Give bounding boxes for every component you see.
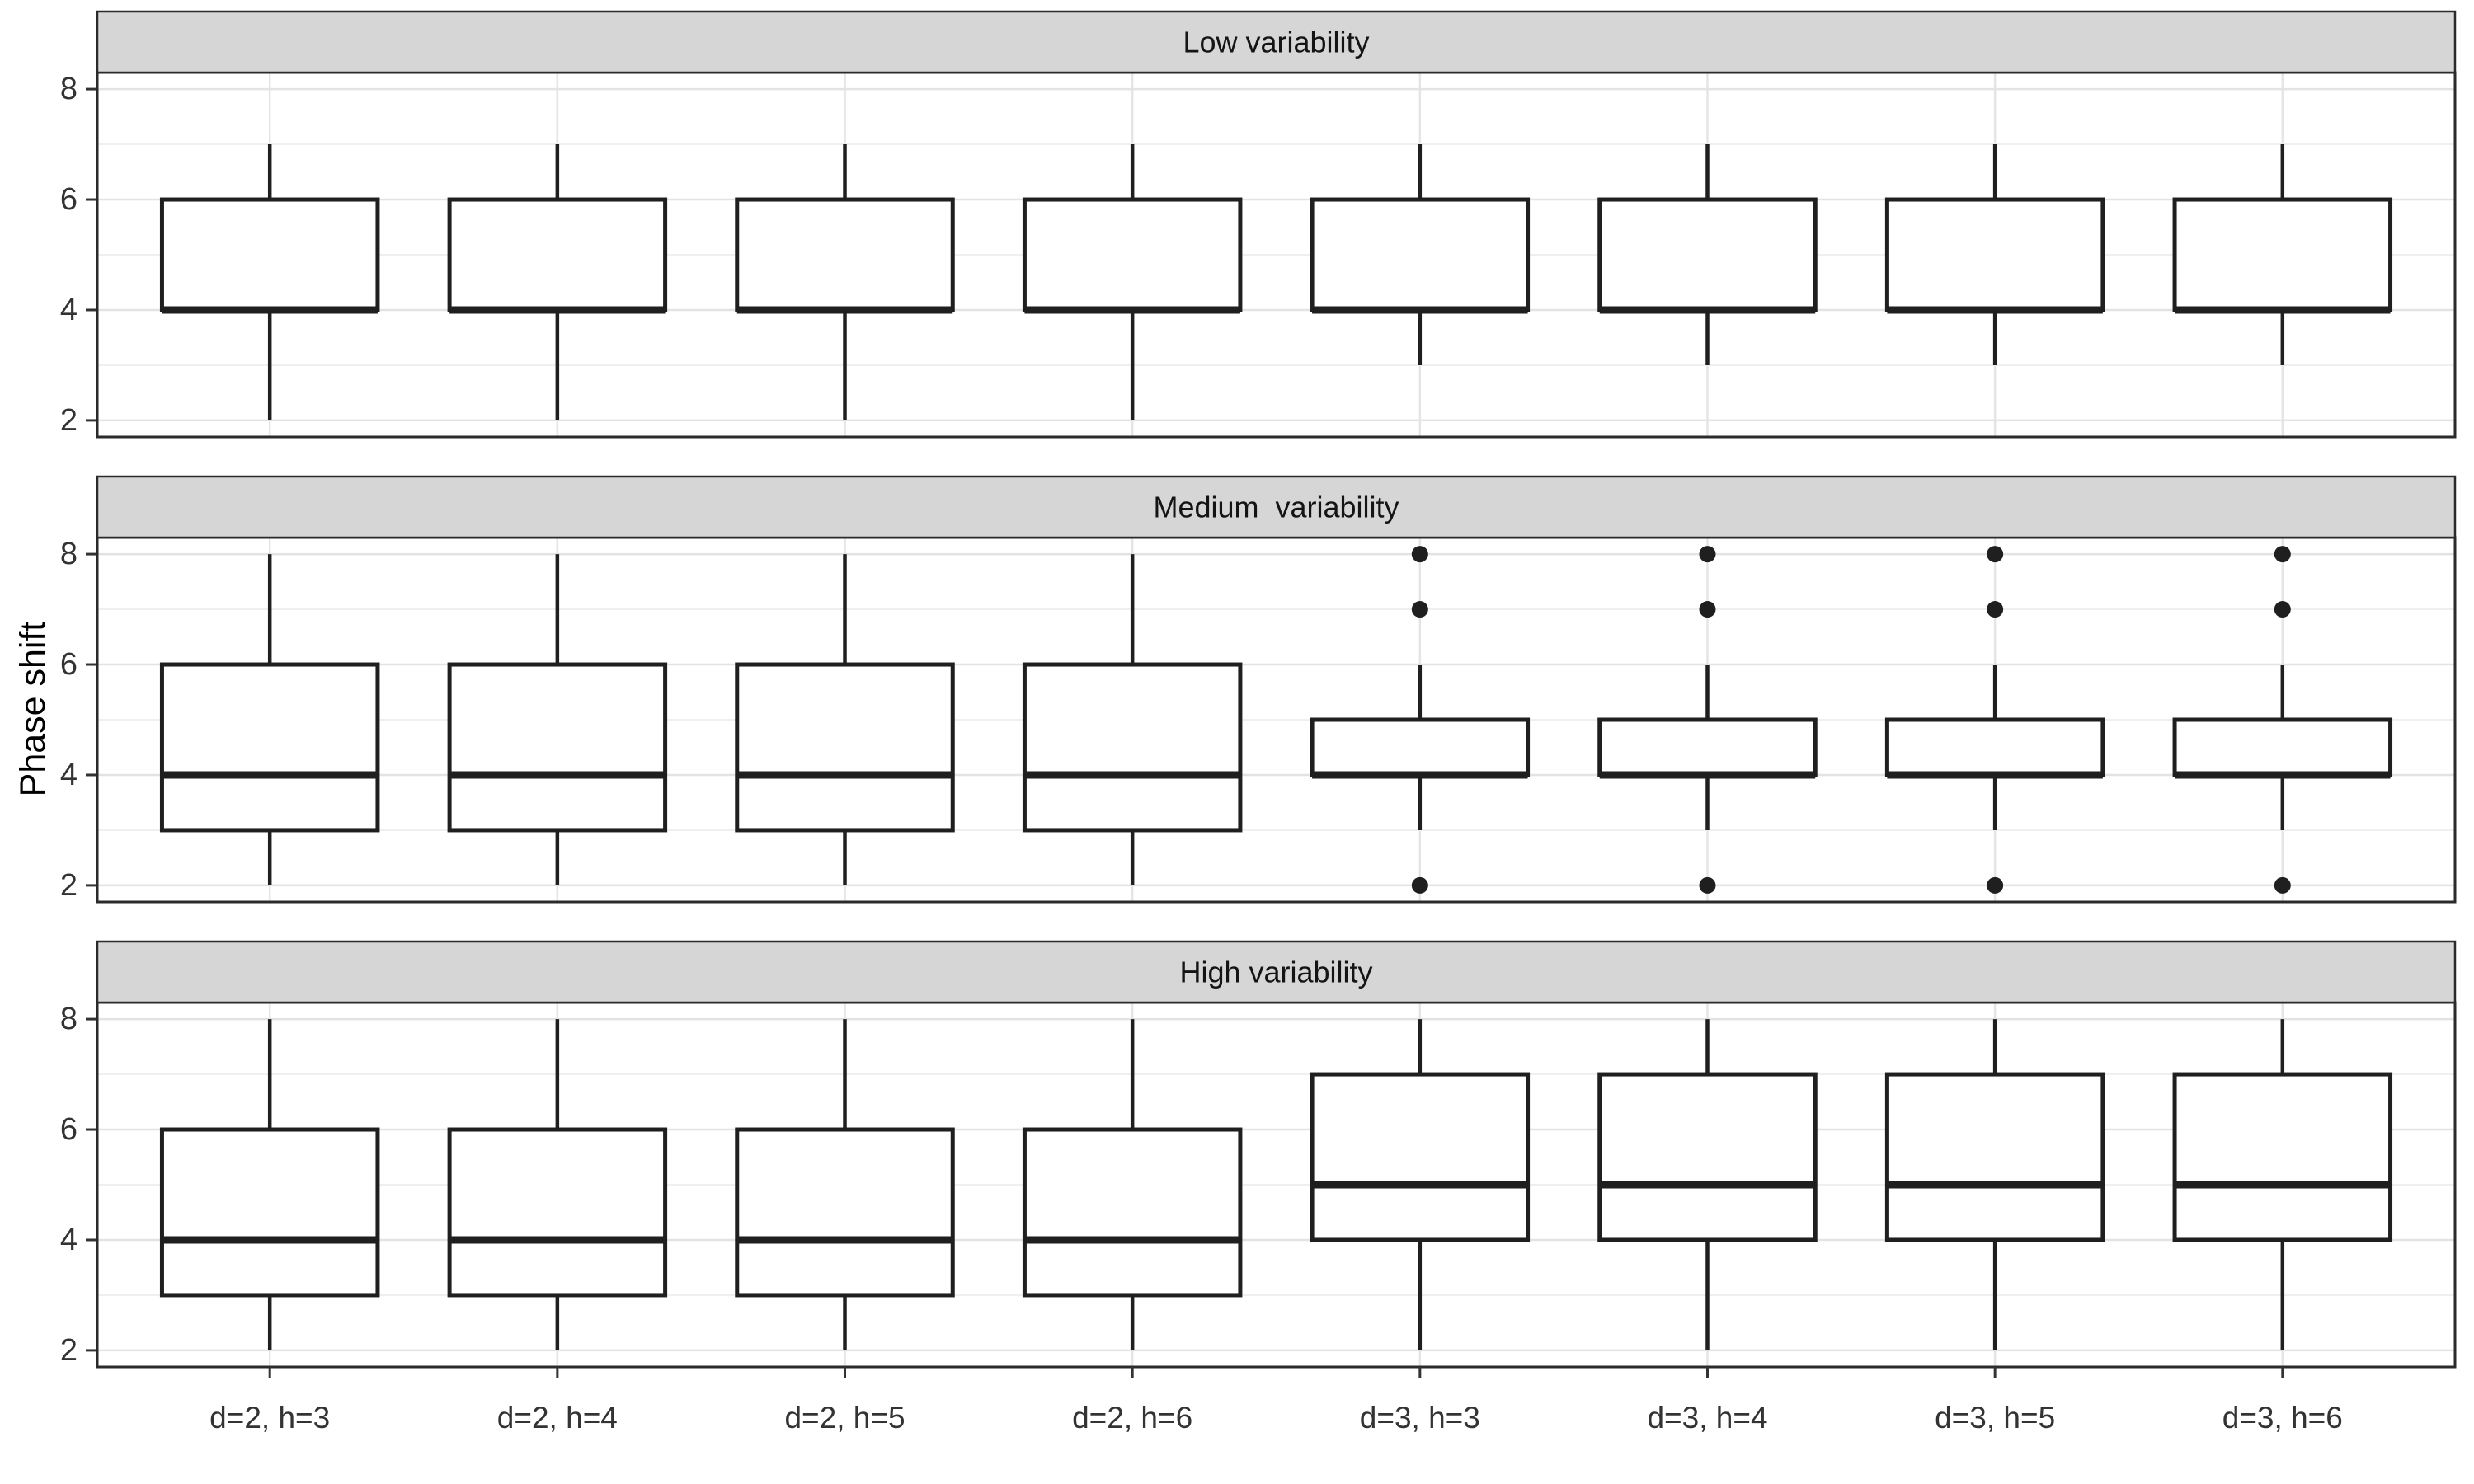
- outlier-point: [2274, 876, 2291, 894]
- y-tick-label: 4: [60, 293, 78, 327]
- iqr-box: [2172, 197, 2393, 312]
- boxplot-d-2-h-4: [447, 1019, 668, 1350]
- iqr-box: [159, 1127, 380, 1298]
- boxplot-d-2-h-4: [447, 554, 668, 885]
- y-tick-label: 6: [60, 1112, 78, 1147]
- boxplot-d-3-h-4: [1597, 1019, 1818, 1350]
- y-tick-label: 4: [60, 1223, 78, 1257]
- outlier-point: [1987, 546, 2004, 563]
- facet-strip: [96, 475, 2457, 539]
- boxplot-d-3-h-6: [2172, 546, 2393, 894]
- iqr-box: [2172, 717, 2393, 777]
- y-tick-label: 2: [60, 1333, 78, 1368]
- x-tick-label: d=2, h=6: [1072, 1401, 1192, 1435]
- outlier-point: [1411, 876, 1428, 894]
- iqr-box: [735, 662, 955, 833]
- boxplot-d-3-h-3: [1310, 144, 1531, 365]
- x-tick-label: d=3, h=5: [1935, 1401, 2055, 1435]
- boxplot-d-2-h-6: [1022, 554, 1243, 885]
- facet-panel-2: 2 4 6 8 Medium variability: [60, 475, 2457, 904]
- facet-strip-title: Low variability: [1183, 26, 1369, 59]
- facet-panel-3: 2 4 6 8 High variability: [60, 940, 2457, 1369]
- iqr-box: [1597, 1072, 1818, 1242]
- y-tick-label: 6: [60, 182, 78, 217]
- boxplot-d-2-h-3: [159, 144, 380, 420]
- outlier-point: [1987, 876, 2004, 894]
- x-tick-label: d=2, h=3: [209, 1401, 330, 1435]
- iqr-box: [1597, 717, 1818, 777]
- boxplot-d-2-h-4: [447, 144, 668, 420]
- iqr-box: [1310, 1072, 1531, 1242]
- x-tick-label: d=3, h=6: [2222, 1401, 2343, 1435]
- boxplot-d-2-h-6: [1022, 144, 1243, 420]
- iqr-box: [1022, 197, 1243, 312]
- boxplot-d-3-h-6: [2172, 1019, 2393, 1350]
- boxplot-d-3-h-4: [1597, 546, 1818, 894]
- boxplot-d-3-h-6: [2172, 144, 2393, 365]
- x-tick-label: d=2, h=5: [784, 1401, 905, 1435]
- boxplot-d-3-h-4: [1597, 144, 1818, 365]
- iqr-box: [2172, 1072, 2393, 1242]
- facet-strip-title: High variability: [1179, 956, 1372, 989]
- boxplot-d-2-h-5: [735, 1019, 955, 1350]
- y-tick-label: 8: [60, 1002, 78, 1036]
- iqr-box: [447, 197, 668, 312]
- boxplot-d-3-h-5: [1884, 144, 2105, 365]
- boxplot-d-3-h-5: [1884, 546, 2105, 894]
- outlier-point: [1987, 601, 2004, 618]
- boxplot-d-2-h-3: [159, 1019, 380, 1350]
- boxplot-d-2-h-5: [735, 554, 955, 885]
- iqr-box: [159, 197, 380, 312]
- iqr-box: [1884, 197, 2105, 312]
- outlier-point: [2274, 601, 2291, 618]
- x-tick-label: d=2, h=4: [497, 1401, 618, 1435]
- outlier-point: [1411, 601, 1428, 618]
- iqr-box: [1022, 662, 1243, 833]
- iqr-box: [1597, 197, 1818, 312]
- iqr-box: [735, 1127, 955, 1298]
- boxplot-d-3-h-3: [1310, 546, 1531, 894]
- boxplot-d-3-h-5: [1884, 1019, 2105, 1350]
- outlier-point: [1699, 601, 1716, 618]
- outlier-point: [1699, 876, 1716, 894]
- outlier-point: [1699, 546, 1716, 563]
- iqr-box: [1022, 1127, 1243, 1298]
- y-tick-label: 6: [60, 647, 78, 682]
- y-tick-label: 8: [60, 72, 78, 106]
- y-tick-label: 8: [60, 537, 78, 571]
- iqr-box: [1310, 717, 1531, 777]
- boxplot-d-3-h-3: [1310, 1019, 1531, 1350]
- iqr-box: [447, 662, 668, 833]
- y-tick-label: 2: [60, 403, 78, 438]
- y-axis-title: Phase shift: [13, 622, 53, 797]
- boxplot-d-2-h-3: [159, 554, 380, 885]
- iqr-box: [159, 662, 380, 833]
- iqr-box: [1884, 717, 2105, 777]
- boxplot-d-2-h-5: [735, 144, 955, 420]
- outlier-point: [2274, 546, 2291, 563]
- x-tick-label: d=3, h=4: [1647, 1401, 1767, 1435]
- y-tick-label: 4: [60, 758, 78, 792]
- facet-strip: [96, 10, 2457, 74]
- boxplot-d-2-h-6: [1022, 1019, 1243, 1350]
- facet-panel-1: 2 4 6 8 Low variability: [60, 10, 2457, 439]
- facet-strip-title: Medium variability: [1153, 491, 1399, 524]
- iqr-box: [1310, 197, 1531, 312]
- iqr-box: [447, 1127, 668, 1298]
- x-tick-label: d=3, h=3: [1360, 1401, 1480, 1435]
- facet-strip: [96, 940, 2457, 1004]
- iqr-box: [1884, 1072, 2105, 1242]
- iqr-box: [735, 197, 955, 312]
- outlier-point: [1411, 546, 1428, 563]
- y-tick-label: 2: [60, 868, 78, 903]
